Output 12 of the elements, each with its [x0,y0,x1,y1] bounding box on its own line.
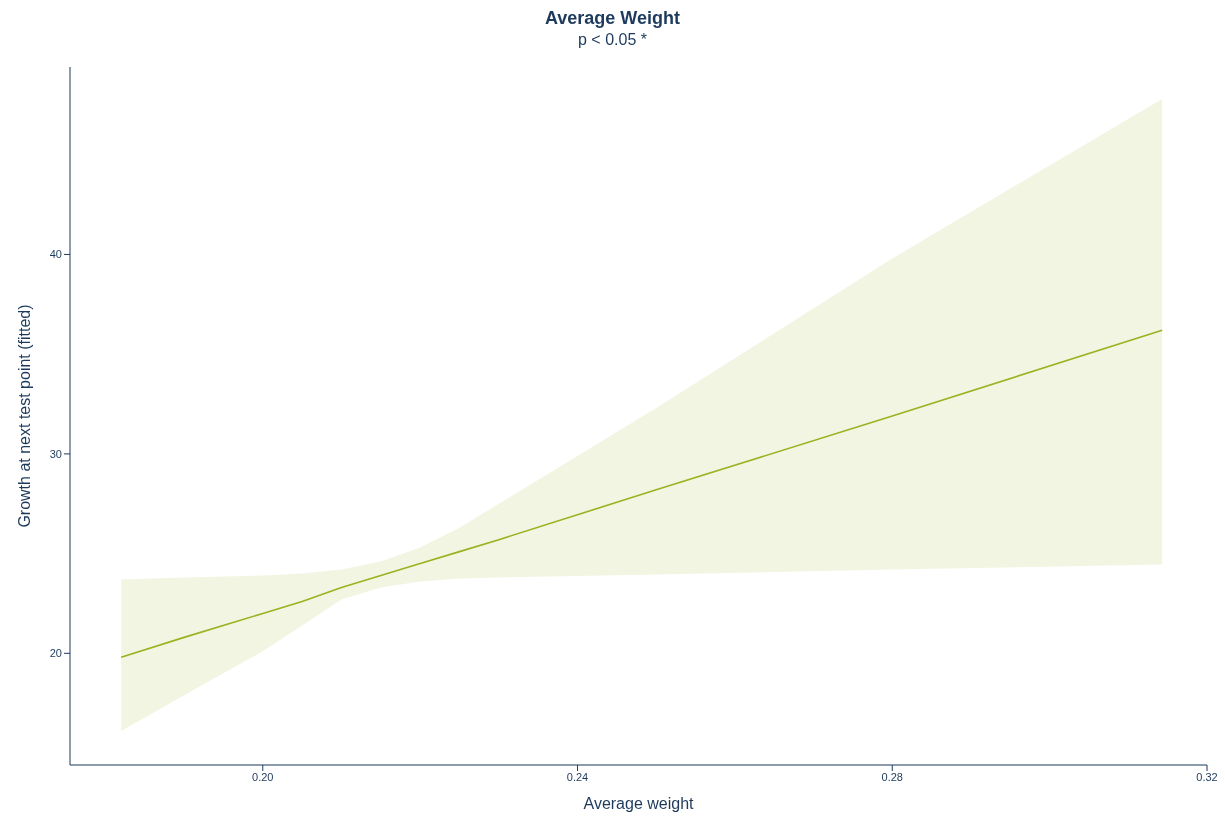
chart-subtitle: p < 0.05 * [577,31,648,49]
x-tick-label: 0.32 [1196,770,1218,783]
y-tick-label: 30 [49,447,62,460]
line-series [120,329,1163,659]
y-axis-title: Growth at next test point (fitted) [15,304,33,528]
y-tick-label: 40 [49,248,62,261]
y-tick-label: 20 [49,647,62,660]
chart-title: Average Weight [543,8,681,29]
x-tick-label: 0.28 [881,770,903,783]
x-tick-label: 0.24 [566,770,589,783]
x-tick-label: 0.20 [252,770,274,783]
x-axis-title: Average weight [583,795,695,812]
